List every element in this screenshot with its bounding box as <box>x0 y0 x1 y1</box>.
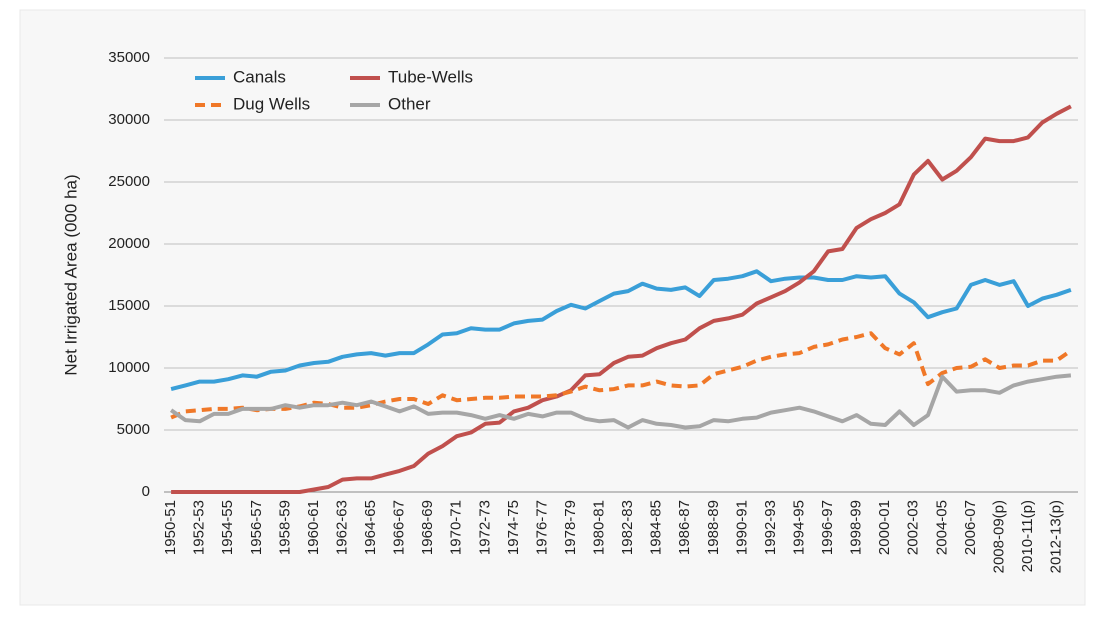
legend-label: Dug Wells <box>233 94 310 113</box>
x-tick-label: 1974-75 <box>505 500 522 555</box>
y-tick-label: 0 <box>142 483 150 500</box>
legend-label: Tube-Wells <box>388 67 473 86</box>
x-tick-label: 1978-79 <box>562 500 579 555</box>
x-tick-label: 1958-59 <box>276 500 293 555</box>
x-tick-label: 1950-51 <box>162 500 179 555</box>
x-tick-label: 1980-81 <box>591 500 608 555</box>
x-tick-label: 2012-13(p) <box>1048 500 1065 573</box>
y-tick-label: 35000 <box>108 49 150 66</box>
x-tick-label: 1964-65 <box>362 500 379 555</box>
y-axis-title: Net Irrigated Area (000 ha) <box>61 174 80 375</box>
x-tick-label: 2000-01 <box>876 500 893 555</box>
x-tick-label: 1956-57 <box>248 500 265 555</box>
y-tick-label: 20000 <box>108 235 150 252</box>
y-tick-label: 15000 <box>108 297 150 314</box>
chart-background <box>19 9 1086 606</box>
x-tick-label: 1962-63 <box>333 500 350 555</box>
x-tick-label: 2008-09(p) <box>990 500 1007 573</box>
y-tick-label: 5000 <box>117 421 150 438</box>
x-tick-label: 2002-03 <box>905 500 922 555</box>
x-tick-label: 1970-71 <box>448 500 465 555</box>
x-tick-label: 1982-83 <box>619 500 636 555</box>
x-tick-label: 1988-89 <box>705 500 722 555</box>
x-tick-label: 1976-77 <box>533 500 550 555</box>
x-tick-label: 1968-69 <box>419 500 436 555</box>
x-tick-label: 1994-95 <box>790 500 807 555</box>
series-line <box>171 104 1072 494</box>
series-line <box>169 373 1072 430</box>
legend-label: Canals <box>233 67 286 86</box>
x-tick-label: 1960-61 <box>305 500 322 555</box>
y-tick-label: 10000 <box>108 359 150 376</box>
x-tick-label: 1972-73 <box>476 500 493 555</box>
x-tick-label: 1952-53 <box>191 500 208 555</box>
x-tick-label: 1990-91 <box>733 500 750 555</box>
x-tick-label: 2006-07 <box>962 500 979 555</box>
legend-label: Other <box>388 94 431 113</box>
x-tick-label: 1954-55 <box>219 500 236 555</box>
x-tick-label: 2004-05 <box>933 500 950 555</box>
x-tick-label: 1986-87 <box>676 500 693 555</box>
x-tick-label: 2010-11(p) <box>1019 500 1036 572</box>
series-line <box>170 269 1072 392</box>
x-tick-label: 1992-93 <box>762 500 779 555</box>
x-tick-label: 1996-97 <box>819 500 836 555</box>
x-tick-label: 1966-67 <box>391 500 408 555</box>
y-tick-label: 30000 <box>108 111 150 128</box>
x-tick-label: 1984-85 <box>648 500 665 555</box>
x-tick-label: 1998-99 <box>848 500 865 555</box>
y-tick-label: 25000 <box>108 173 150 190</box>
